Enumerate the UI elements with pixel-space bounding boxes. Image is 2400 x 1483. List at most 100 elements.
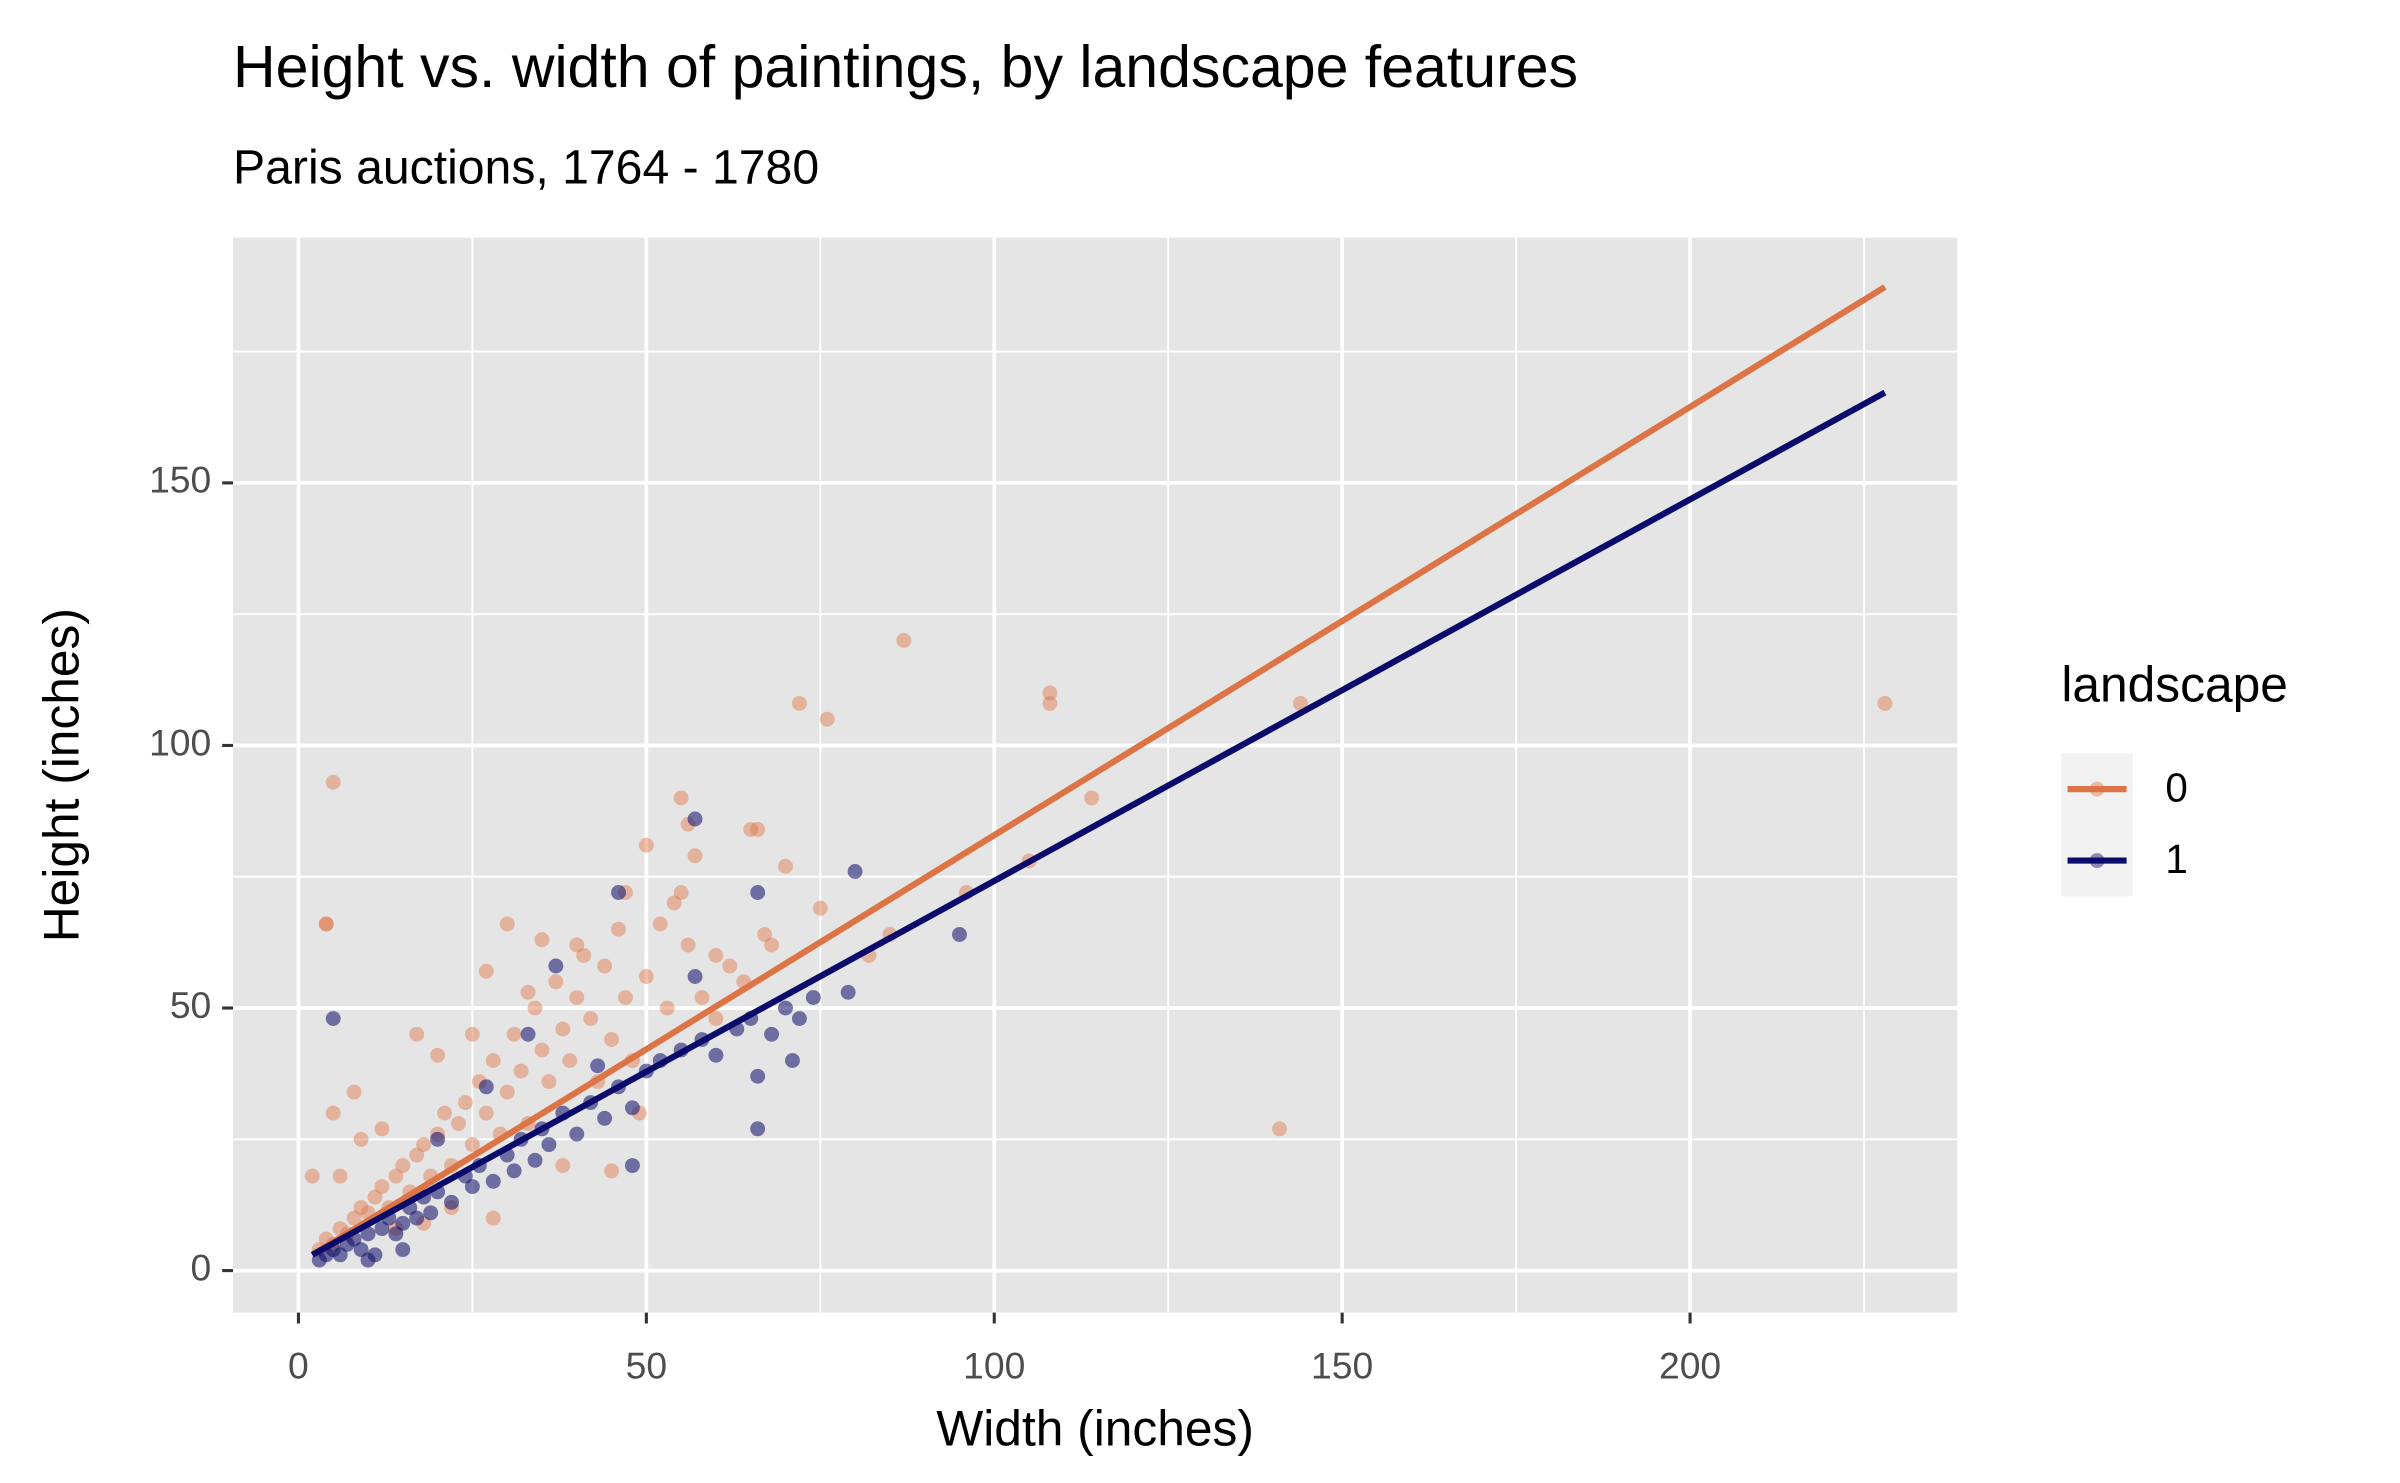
trend-line	[310, 389, 1887, 1258]
point	[611, 885, 626, 900]
point	[1292, 695, 1308, 711]
y-tick-label: 50	[170, 984, 211, 1026]
point	[332, 1247, 348, 1263]
point	[451, 1116, 466, 1132]
point	[388, 1226, 404, 1242]
point	[464, 1179, 480, 1195]
point	[416, 1137, 432, 1153]
point	[478, 1079, 494, 1095]
point	[520, 1026, 536, 1042]
point	[764, 1026, 780, 1042]
legend: 01	[2061, 753, 2188, 897]
x-tick-label: 200	[1659, 1344, 1721, 1386]
point	[652, 916, 668, 932]
point	[367, 1189, 383, 1205]
point	[604, 1163, 620, 1179]
point	[569, 1126, 585, 1142]
trend-line	[310, 284, 1887, 1258]
y-axis-title: Height (inches)	[33, 608, 89, 942]
point	[819, 711, 835, 727]
y-tick-label: 0	[191, 1246, 212, 1288]
point	[353, 1242, 369, 1258]
point	[666, 895, 682, 911]
point	[597, 1110, 613, 1126]
point	[457, 1095, 473, 1111]
point	[527, 1152, 543, 1168]
marks	[304, 284, 1893, 1268]
point	[478, 963, 494, 979]
point	[395, 1215, 411, 1231]
point	[548, 974, 564, 990]
point	[325, 1105, 341, 1121]
point	[541, 1074, 557, 1089]
point	[791, 695, 807, 711]
point	[374, 1121, 390, 1137]
point	[527, 1000, 543, 1016]
point	[513, 1063, 529, 1079]
point	[499, 1084, 515, 1100]
point	[569, 937, 585, 953]
chart-subtitle: Paris auctions, 1764 - 1780	[233, 141, 819, 195]
point	[778, 858, 793, 874]
y-tick-label: 100	[149, 721, 211, 763]
chart-title: Height vs. width of paintings, by landsc…	[233, 34, 1578, 100]
point	[485, 1053, 501, 1068]
point	[485, 1210, 501, 1226]
point	[604, 1032, 620, 1047]
point	[485, 1173, 501, 1189]
point	[597, 958, 613, 974]
point	[464, 1137, 480, 1153]
point	[409, 1210, 425, 1226]
point	[757, 927, 773, 942]
point	[437, 1105, 453, 1121]
point	[750, 1068, 766, 1084]
point	[624, 1158, 640, 1174]
legend-label: 0	[2165, 764, 2187, 810]
point	[576, 948, 592, 963]
point	[388, 1168, 404, 1184]
point	[395, 1158, 411, 1174]
legend-label: 1	[2165, 836, 2187, 882]
point	[409, 1026, 425, 1042]
point	[360, 1226, 376, 1242]
point	[506, 1026, 522, 1042]
point	[624, 1100, 640, 1116]
x-axis-title: Width (inches)	[936, 1400, 1254, 1456]
point	[673, 885, 689, 900]
point	[673, 790, 689, 806]
point	[548, 958, 564, 974]
point	[430, 1131, 446, 1147]
point	[332, 1168, 348, 1184]
point	[687, 848, 703, 864]
point	[374, 1179, 390, 1195]
point	[444, 1194, 459, 1210]
point	[618, 990, 633, 1005]
x-tick-label: 50	[626, 1344, 667, 1386]
point	[687, 969, 703, 984]
point	[708, 948, 724, 963]
point	[687, 811, 703, 827]
point	[840, 984, 856, 1000]
point	[611, 921, 626, 937]
point	[1084, 790, 1100, 806]
point	[896, 632, 912, 648]
point	[708, 1011, 724, 1026]
point	[374, 1221, 390, 1237]
point	[694, 990, 710, 1005]
point	[318, 916, 334, 932]
point	[708, 1047, 724, 1063]
point	[506, 1163, 522, 1179]
point	[464, 1026, 480, 1042]
point	[764, 937, 780, 953]
point	[499, 916, 515, 932]
point	[805, 990, 821, 1005]
point	[325, 1011, 341, 1026]
point	[722, 958, 738, 974]
point	[520, 984, 536, 1000]
point	[353, 1131, 369, 1147]
point	[791, 1011, 807, 1026]
point	[1042, 695, 1058, 711]
point	[430, 1047, 446, 1063]
point	[562, 1053, 578, 1068]
